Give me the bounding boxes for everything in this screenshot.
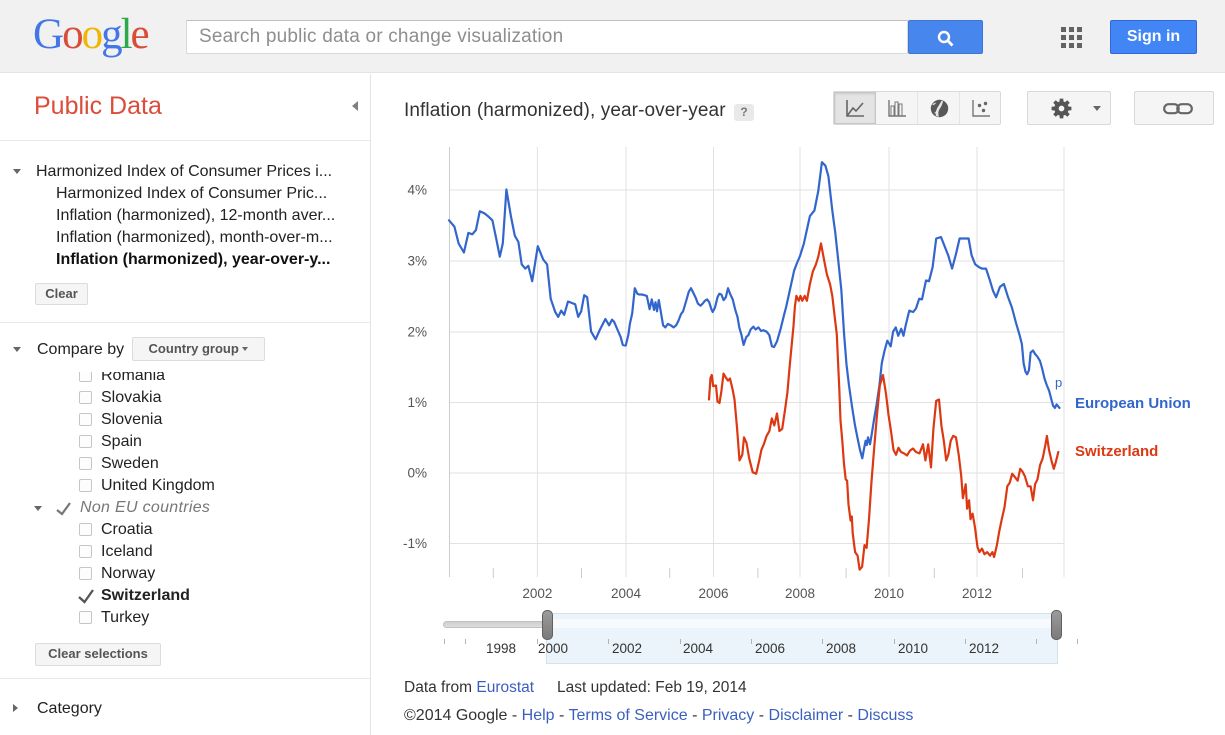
- svg-text:2002: 2002: [522, 586, 552, 601]
- svg-text:2010: 2010: [874, 586, 904, 601]
- svg-text:4%: 4%: [407, 183, 427, 198]
- svg-text:2006: 2006: [698, 586, 728, 601]
- svg-text:2012: 2012: [962, 586, 992, 601]
- svg-text:-1%: -1%: [403, 536, 427, 551]
- svg-text:1%: 1%: [407, 395, 427, 410]
- svg-text:2%: 2%: [407, 325, 427, 340]
- svg-text:p: p: [1055, 375, 1062, 390]
- svg-text:3%: 3%: [407, 254, 427, 269]
- svg-text:2004: 2004: [611, 586, 642, 601]
- svg-text:0%: 0%: [407, 466, 427, 481]
- svg-text:2008: 2008: [785, 586, 815, 601]
